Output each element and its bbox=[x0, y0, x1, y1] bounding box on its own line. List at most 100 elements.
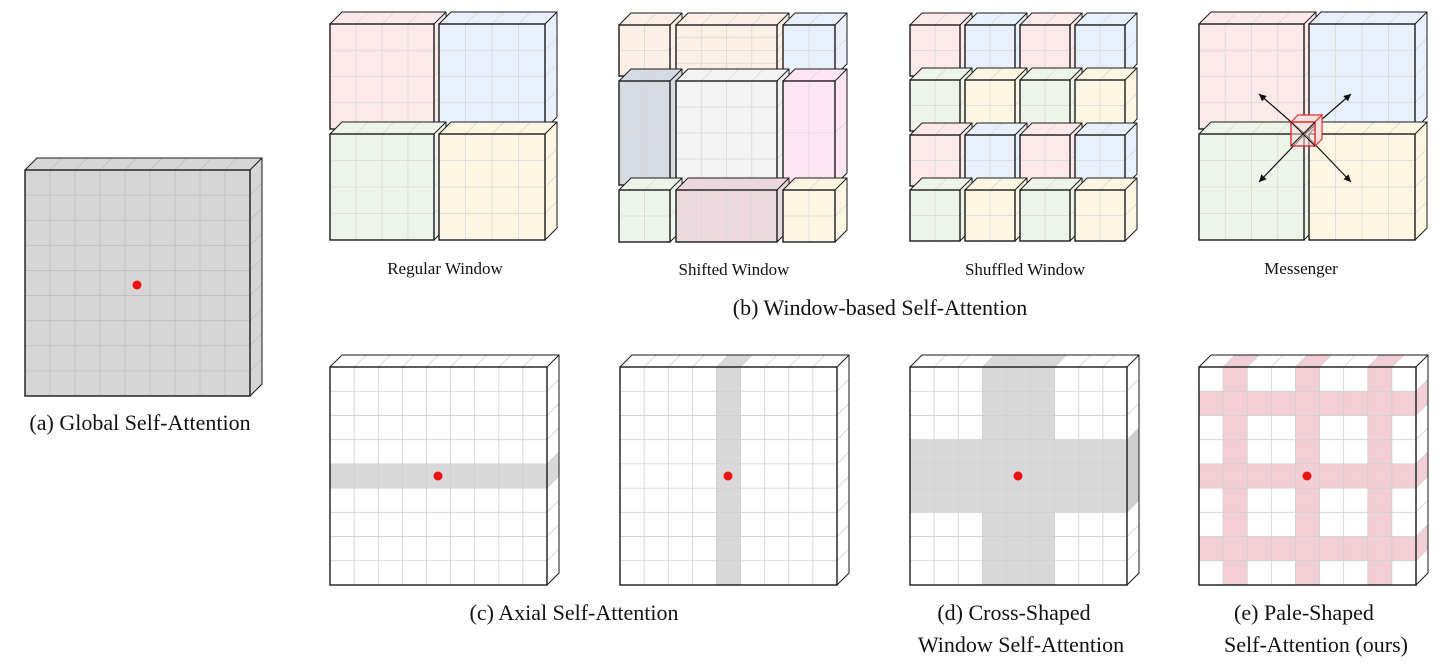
panel-axial-row bbox=[329, 354, 560, 586]
grid-line bbox=[1044, 12, 1058, 26]
grid-line bbox=[1414, 90, 1428, 104]
caption-cross-line1: (d) Cross-Shaped bbox=[937, 600, 1090, 625]
grid-line bbox=[249, 207, 263, 221]
grid-line bbox=[834, 203, 848, 217]
grid-line bbox=[49, 157, 63, 171]
grid-line bbox=[355, 11, 369, 25]
grid-line bbox=[700, 12, 714, 26]
grid-line bbox=[1343, 354, 1356, 368]
grid-line bbox=[1415, 403, 1429, 416]
panel-messenger bbox=[1198, 11, 1428, 241]
grid-line bbox=[644, 68, 657, 82]
box-edge bbox=[1414, 121, 1428, 135]
grid-line bbox=[1054, 354, 1067, 368]
diagram-shapes bbox=[24, 11, 1429, 586]
grid-line bbox=[808, 177, 822, 191]
grid-line bbox=[1102, 354, 1116, 368]
grid-line bbox=[716, 354, 729, 368]
grid-line bbox=[355, 121, 369, 135]
box-edge bbox=[1303, 11, 1317, 25]
box-front-border bbox=[618, 189, 671, 243]
grid-line bbox=[1414, 201, 1428, 214]
grid-line bbox=[546, 451, 560, 465]
box-edge bbox=[1126, 354, 1140, 368]
grid-line bbox=[989, 12, 1003, 26]
grid-line bbox=[1391, 354, 1405, 368]
box-edge bbox=[669, 177, 683, 191]
box-edge bbox=[776, 12, 790, 26]
grid-line bbox=[989, 177, 1003, 191]
panel-pale-shaped bbox=[1198, 354, 1429, 586]
box-front-border bbox=[1308, 133, 1416, 241]
grid-line bbox=[808, 12, 822, 26]
grid-line bbox=[1415, 548, 1429, 562]
messenger-box-cross bbox=[1290, 121, 1316, 147]
grid-line bbox=[544, 64, 558, 77]
caption-pale-line2: Self-Attention (ours) bbox=[1224, 632, 1408, 657]
box-front-border bbox=[964, 189, 1016, 242]
grid-line bbox=[544, 90, 558, 104]
grid-line bbox=[544, 174, 558, 188]
grid-line bbox=[546, 524, 560, 537]
box-edge bbox=[1014, 12, 1028, 26]
grid-line bbox=[836, 524, 850, 537]
grid-line bbox=[249, 333, 263, 347]
box-edge bbox=[1069, 12, 1083, 26]
grid-line bbox=[124, 157, 138, 171]
box-front-border bbox=[1198, 366, 1417, 586]
grid-line bbox=[934, 67, 948, 81]
box-edge bbox=[1014, 177, 1028, 191]
grid-line bbox=[224, 157, 238, 171]
grid-line bbox=[1367, 354, 1381, 368]
caption-window-group: (b) Window-based Self-Attention bbox=[733, 295, 1027, 320]
grid-line bbox=[1099, 67, 1113, 81]
box-edge bbox=[433, 11, 447, 25]
grid-line bbox=[249, 358, 263, 372]
box-front-border bbox=[329, 133, 435, 241]
grid-line bbox=[249, 283, 263, 296]
box-front-border bbox=[909, 189, 961, 242]
grid-line bbox=[465, 11, 478, 25]
grid-line bbox=[1126, 500, 1140, 513]
grid-line bbox=[381, 121, 395, 135]
grid-line bbox=[426, 354, 439, 368]
grid-line bbox=[1099, 177, 1113, 191]
grid-line bbox=[465, 121, 478, 135]
box-front-border bbox=[438, 133, 546, 241]
grid-line bbox=[1124, 148, 1138, 161]
grid-line bbox=[522, 354, 536, 368]
grid-line bbox=[1099, 122, 1113, 136]
caption-shifted-window: Shifted Window bbox=[679, 260, 791, 279]
grid-line bbox=[751, 12, 765, 26]
grid-line bbox=[1224, 121, 1238, 135]
box-edge bbox=[249, 157, 263, 171]
grid-line bbox=[1277, 121, 1291, 135]
grid-line bbox=[788, 354, 802, 368]
box-edge bbox=[1124, 122, 1138, 136]
grid-line bbox=[546, 548, 560, 562]
box-edge bbox=[669, 68, 683, 82]
grid-line bbox=[989, 67, 1003, 81]
box-edge bbox=[1124, 177, 1138, 191]
grid-line bbox=[1415, 500, 1429, 513]
grid-line bbox=[957, 354, 971, 368]
box-edge bbox=[959, 177, 973, 191]
box-edge bbox=[776, 68, 790, 82]
grid-line bbox=[74, 157, 88, 171]
box-edge bbox=[1124, 67, 1138, 81]
highlight-cross-side bbox=[1127, 427, 1139, 513]
grid-line bbox=[1126, 548, 1140, 562]
box-edge bbox=[834, 177, 848, 191]
grid-line bbox=[1414, 148, 1428, 161]
grid-line bbox=[1414, 64, 1428, 77]
grid-line bbox=[1044, 177, 1058, 191]
grid-line bbox=[836, 548, 850, 562]
grid-line bbox=[1251, 11, 1264, 25]
grid-line bbox=[933, 354, 947, 368]
box-edge bbox=[959, 12, 973, 26]
box-edge bbox=[836, 354, 850, 368]
grid-line bbox=[450, 354, 463, 368]
grid-line bbox=[1361, 11, 1375, 25]
box-edge bbox=[776, 177, 790, 191]
